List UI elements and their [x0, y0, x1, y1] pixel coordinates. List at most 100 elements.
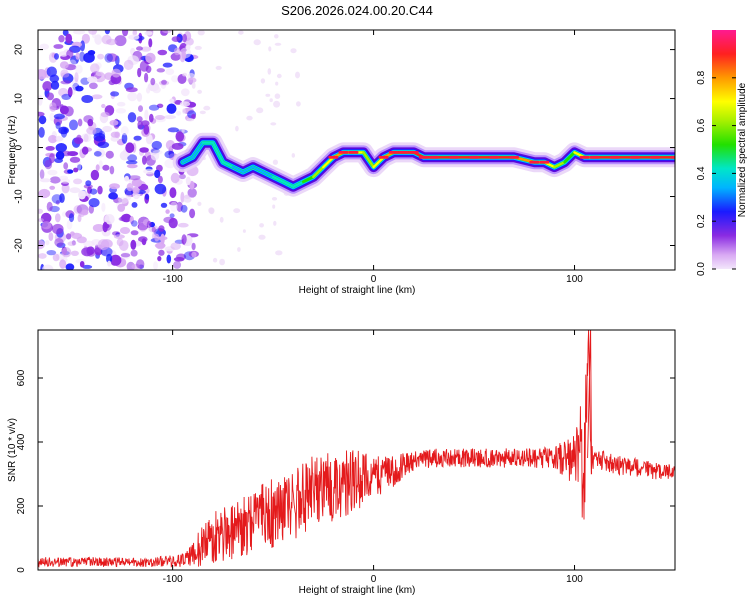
colorbar-label: Normalized spectral amplitude — [737, 82, 748, 217]
noise-blob — [121, 198, 129, 207]
noise-blob — [130, 249, 138, 257]
noise-blob — [269, 98, 273, 103]
noise-blob — [79, 51, 86, 62]
y-tick-label: -10 — [14, 189, 25, 204]
noise-blob — [189, 180, 195, 190]
noise-blob — [215, 65, 222, 70]
noise-blob — [296, 101, 301, 107]
noise-blob — [150, 77, 156, 86]
noise-blob — [185, 176, 191, 186]
noise-blob — [145, 134, 153, 145]
noise-blob — [47, 169, 58, 176]
colorbar-gradient — [712, 30, 736, 269]
colorbar-tick-label: 0.0 — [696, 262, 707, 276]
noise-blob — [92, 224, 105, 232]
ridge-segment — [322, 156, 335, 169]
noise-blob — [181, 88, 190, 97]
noise-blob — [60, 178, 71, 184]
noise-blob — [77, 118, 83, 127]
ridge-peak — [469, 155, 480, 159]
noise-blob — [120, 126, 129, 136]
noise-blob — [74, 72, 79, 83]
noise-blob — [259, 223, 264, 228]
noise-blob — [182, 108, 186, 114]
noise-blob — [101, 202, 106, 212]
ridge-segment — [312, 165, 325, 179]
noise-blob — [107, 260, 112, 267]
noise-blob — [180, 191, 185, 203]
noise-blob — [124, 175, 130, 182]
noise-blob — [63, 162, 69, 170]
ridge-segment — [261, 170, 275, 179]
noise-blob — [97, 141, 110, 149]
noise-blob — [54, 53, 59, 60]
ridge-trace — [172, 132, 675, 197]
noise-blob — [275, 250, 283, 256]
noise-blob — [130, 230, 139, 236]
noise-blob — [38, 111, 45, 117]
noise-blob — [65, 263, 75, 270]
noise-blob — [166, 103, 177, 114]
noise-blob — [208, 207, 215, 214]
noise-blob — [186, 118, 195, 122]
noise-blob — [38, 240, 45, 250]
noise-blob — [274, 34, 279, 39]
noise-blob — [144, 31, 153, 36]
x-tick-label: 100 — [566, 274, 583, 285]
noise-blob — [61, 93, 71, 100]
noise-blob — [142, 155, 147, 165]
spectrogram-y-label: Frequency (Hz) — [7, 116, 18, 185]
snr-y-ticks: 0 200 400 600 — [16, 369, 675, 573]
noise-blob — [67, 241, 77, 247]
noise-blob — [137, 67, 142, 78]
noise-blob — [157, 236, 168, 241]
noise-blob — [167, 127, 179, 133]
noise-blob — [171, 142, 184, 150]
noise-blob — [140, 46, 152, 52]
ridge-peak — [489, 155, 500, 159]
noise-blob — [178, 173, 186, 180]
noise-blob — [81, 33, 90, 44]
ridge-peak — [408, 151, 419, 154]
noise-blob — [87, 50, 96, 56]
noise-blob — [66, 49, 74, 59]
noise-blob — [109, 165, 115, 175]
noise-blob — [177, 74, 187, 84]
noise-blob — [168, 217, 178, 229]
noise-blob — [169, 98, 174, 103]
noise-blob — [265, 93, 271, 97]
noise-blob — [114, 35, 127, 47]
noise-blob — [258, 234, 266, 240]
noise-blob — [86, 76, 98, 83]
noise-blob — [59, 259, 67, 269]
colorbar-tick-label: 0.6 — [696, 118, 707, 132]
ridge-segment — [251, 165, 265, 174]
noise-blob — [144, 72, 149, 83]
noise-blob — [130, 239, 137, 250]
noise-blob — [154, 242, 166, 249]
spectrogram-frame — [37, 29, 676, 271]
noise-blob — [171, 36, 181, 42]
noise-blob — [164, 150, 175, 159]
noise-blob — [89, 188, 98, 195]
ridge-segment — [191, 141, 205, 159]
noise-blob — [276, 73, 282, 79]
noise-blob — [69, 156, 81, 163]
noise-blob — [38, 208, 44, 214]
ridge-segment — [231, 165, 245, 174]
noise-blob — [108, 192, 118, 200]
noise-blob — [270, 122, 277, 126]
noise-blob — [151, 140, 162, 150]
noise-blob — [104, 53, 113, 63]
noise-blob — [81, 95, 94, 103]
noise-blob — [94, 247, 103, 256]
noise-blob — [268, 46, 272, 52]
noise-blob — [121, 133, 128, 144]
noise-blob — [126, 164, 138, 169]
noise-blob — [117, 203, 126, 212]
noise-blob — [68, 213, 75, 223]
noise-blob — [67, 169, 74, 174]
noise-blob — [73, 30, 86, 35]
noise-blob — [197, 30, 205, 36]
